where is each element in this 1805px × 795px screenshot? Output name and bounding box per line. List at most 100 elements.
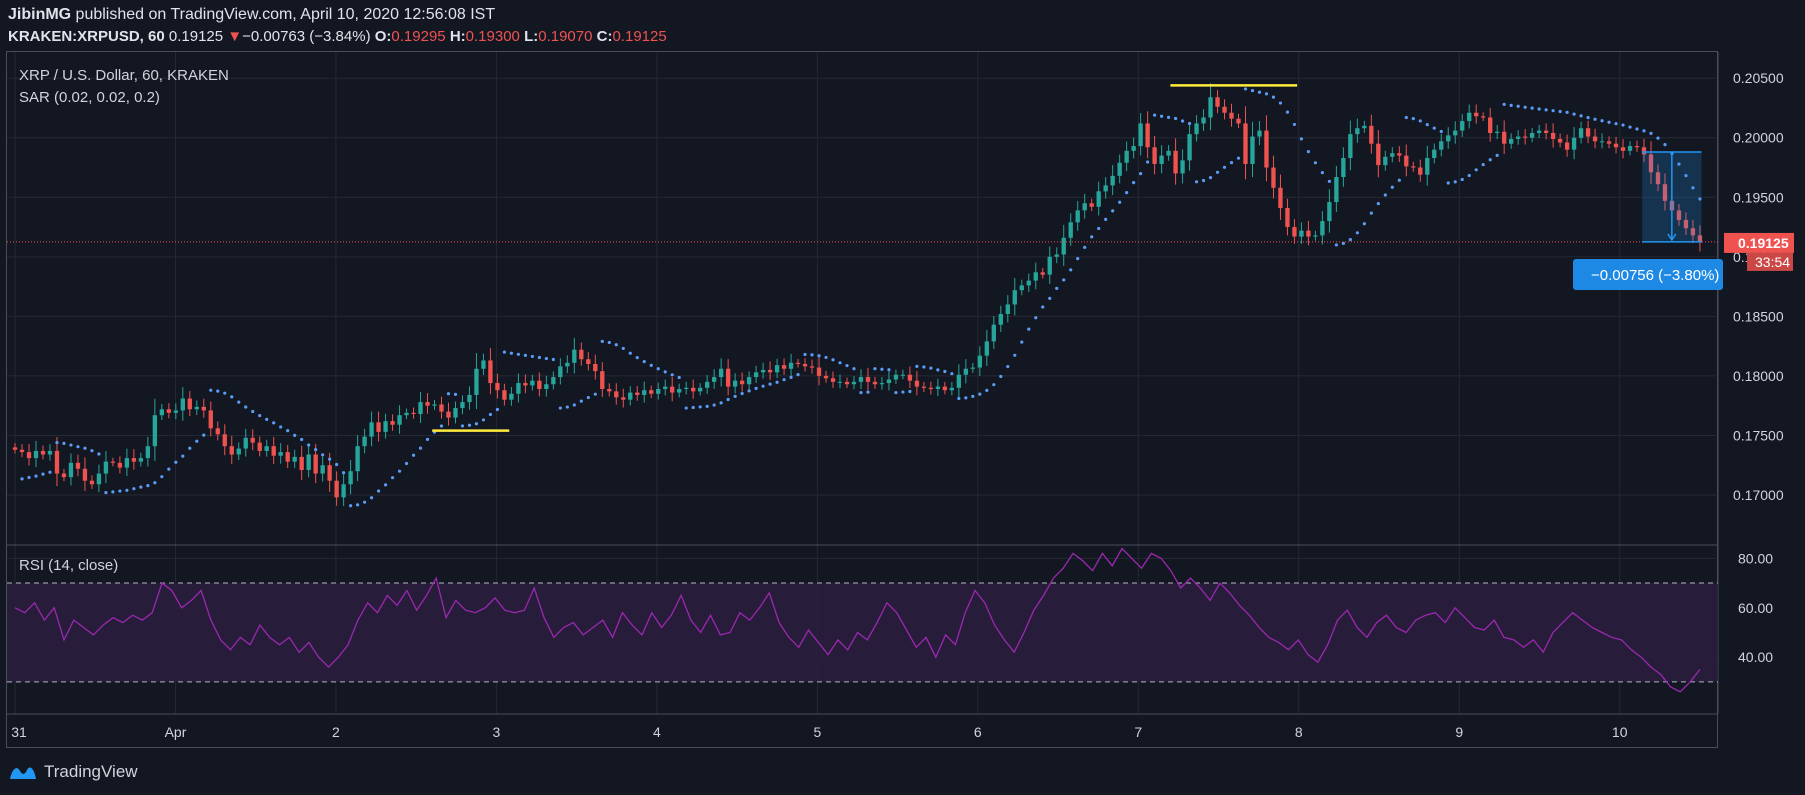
candle-body bbox=[523, 383, 528, 386]
sar-dot bbox=[1474, 168, 1478, 172]
candle-body bbox=[1236, 118, 1241, 124]
sar-dot bbox=[1041, 305, 1045, 309]
candle-body bbox=[1599, 141, 1605, 143]
sar-dot bbox=[572, 403, 576, 407]
candle-body bbox=[96, 473, 102, 485]
candle-body bbox=[1229, 112, 1234, 119]
sar-dot bbox=[775, 380, 779, 384]
sar-dot bbox=[1502, 102, 1506, 106]
candle-body bbox=[103, 461, 109, 474]
sar-dot bbox=[544, 356, 548, 361]
candle-body bbox=[558, 366, 563, 378]
sar-dot bbox=[600, 339, 604, 343]
sar-dot bbox=[237, 400, 241, 404]
candle-body bbox=[746, 377, 752, 385]
sar-dot bbox=[1593, 117, 1597, 121]
candle-body bbox=[1432, 149, 1437, 158]
candle-body bbox=[1683, 219, 1689, 229]
candle-body bbox=[642, 390, 647, 395]
candle-body bbox=[1397, 153, 1402, 156]
sar-dot bbox=[41, 472, 45, 476]
sar-dot bbox=[943, 369, 947, 374]
sar-dot bbox=[1299, 137, 1304, 141]
candle-body bbox=[1208, 97, 1213, 118]
price-tick-label: 0.18000 bbox=[1733, 368, 1784, 384]
sar-dot bbox=[1285, 110, 1290, 114]
candle-body bbox=[257, 442, 262, 451]
candle-body bbox=[1096, 191, 1101, 207]
candle-body bbox=[467, 394, 472, 403]
sar-dot bbox=[698, 405, 702, 409]
candle-body bbox=[446, 411, 451, 418]
sar-indicator-label[interactable]: SAR (0.02, 0.02, 0.2) bbox=[19, 89, 160, 106]
candle-body bbox=[26, 452, 32, 459]
candle-body bbox=[1690, 228, 1696, 236]
candle-body bbox=[788, 362, 794, 369]
sar-dot bbox=[97, 452, 101, 456]
candle-body bbox=[844, 381, 850, 385]
tradingview-footer[interactable]: TradingView bbox=[8, 762, 138, 782]
sar-dot bbox=[1271, 95, 1276, 99]
sar-dot bbox=[69, 443, 73, 447]
price-tick-label: 0.20500 bbox=[1733, 70, 1784, 86]
candle-body bbox=[977, 355, 982, 368]
sar-dot bbox=[1306, 150, 1311, 154]
sar-dot bbox=[1020, 340, 1024, 344]
candle-body bbox=[698, 387, 703, 392]
sar-dot bbox=[992, 383, 996, 387]
candle-body bbox=[1313, 235, 1318, 237]
candle-body bbox=[1285, 207, 1290, 228]
candle-body bbox=[40, 450, 46, 455]
pane-title[interactable]: XRP / U.S. Dollar, 60, KRAKEN bbox=[19, 67, 229, 84]
sar-dot bbox=[307, 443, 311, 447]
candle-body bbox=[781, 365, 787, 369]
candle-body bbox=[663, 386, 668, 390]
sar-dot bbox=[1383, 193, 1387, 197]
candle-body bbox=[914, 380, 920, 387]
candle-body bbox=[1529, 132, 1535, 138]
candle-body bbox=[739, 380, 745, 385]
sar-dot bbox=[586, 395, 590, 400]
sar-dot bbox=[1495, 153, 1499, 157]
candle-body bbox=[1648, 154, 1654, 173]
open-value: 0.19295 bbox=[391, 28, 446, 45]
author-name[interactable]: JibinMG bbox=[8, 6, 72, 23]
candle-body bbox=[1201, 117, 1206, 124]
candle-body bbox=[886, 379, 892, 384]
sar-dot bbox=[1488, 158, 1492, 162]
high-label: H: bbox=[449, 28, 466, 45]
candle-body bbox=[1383, 156, 1388, 166]
candle-body bbox=[586, 359, 591, 364]
sar-dot bbox=[1579, 114, 1583, 118]
sar-dot bbox=[978, 392, 982, 396]
sar-dot bbox=[1062, 278, 1066, 282]
candle-body bbox=[1508, 138, 1514, 144]
candle-body bbox=[711, 377, 717, 382]
time-tick-label: 6 bbox=[974, 724, 982, 740]
sar-dot bbox=[83, 446, 87, 450]
candle-body bbox=[593, 363, 598, 372]
candle-body bbox=[250, 437, 255, 443]
candle-body bbox=[1620, 147, 1626, 151]
candle-body bbox=[495, 383, 500, 391]
candle-body bbox=[509, 393, 514, 400]
candle-body bbox=[292, 456, 297, 462]
sar-dot bbox=[1558, 109, 1562, 114]
candle-body bbox=[1264, 130, 1269, 168]
candle-body bbox=[607, 389, 612, 392]
sar-dot bbox=[1327, 179, 1331, 183]
sar-dot bbox=[20, 477, 24, 481]
sar-dot bbox=[1698, 197, 1702, 201]
sar-dot bbox=[565, 405, 569, 409]
sar-dot bbox=[1418, 119, 1422, 123]
sar-dot bbox=[397, 469, 402, 473]
sar-dot bbox=[796, 373, 800, 377]
sar-dot bbox=[160, 475, 164, 479]
sar-dot bbox=[1139, 172, 1143, 176]
candle-body bbox=[215, 428, 220, 435]
sar-dot bbox=[1481, 162, 1485, 167]
rsi-indicator-label[interactable]: RSI (14, close) bbox=[19, 557, 119, 574]
candle-body bbox=[704, 381, 710, 388]
sar-dot bbox=[181, 454, 185, 458]
